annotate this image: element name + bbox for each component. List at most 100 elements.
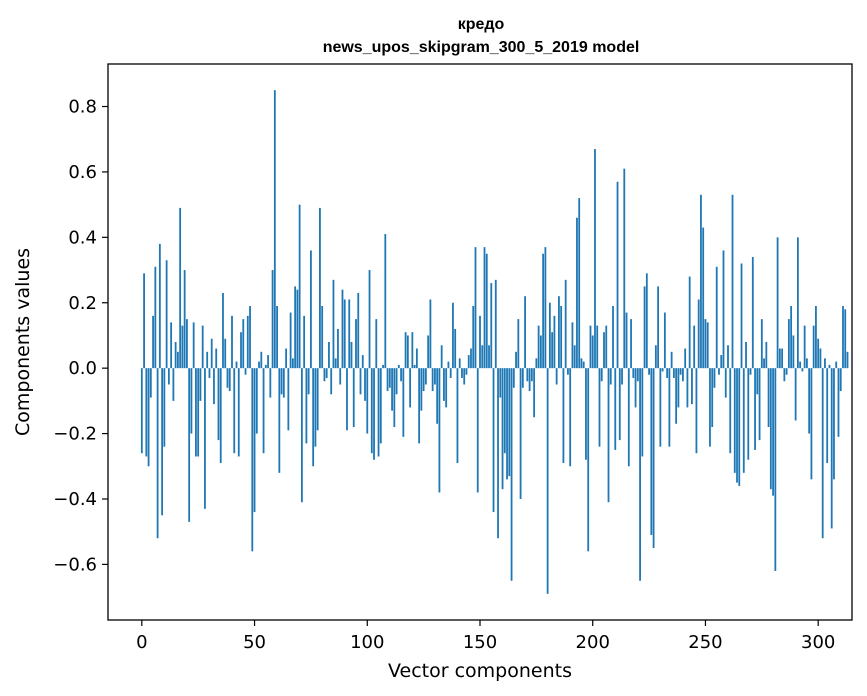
x-tick-label: 300 (801, 632, 835, 653)
x-tick-label: 250 (688, 632, 722, 653)
bar-component-135 (445, 368, 448, 408)
bar-component-106 (379, 368, 382, 444)
bar-component-283 (778, 348, 781, 369)
bar-component-52 (258, 361, 260, 369)
bar-component-129 (431, 368, 434, 392)
bar-component-89 (341, 289, 344, 369)
bar-component-179 (544, 247, 547, 369)
bar-component-313 (846, 351, 849, 369)
bar-component-175 (535, 358, 538, 369)
bar-component-104 (375, 319, 378, 369)
bar-component-15 (174, 342, 177, 369)
bar-component-116 (402, 368, 405, 437)
bar-component-290 (794, 368, 797, 421)
bar-component-39 (228, 368, 231, 392)
bar-component-127 (427, 335, 430, 369)
bar-component-219 (634, 368, 637, 408)
bar-component-247 (697, 299, 700, 369)
bar-component-57 (269, 368, 272, 398)
bar-component-141 (458, 358, 461, 369)
bar-component-76 (312, 368, 315, 467)
y-tick-label: −0.4 (53, 489, 97, 510)
bar-component-31 (210, 338, 213, 369)
bar-component-5 (152, 315, 154, 369)
bar-component-218 (632, 368, 635, 378)
bar-component-18 (181, 325, 184, 369)
bar-component-289 (792, 335, 795, 369)
bar-component-279 (769, 368, 772, 490)
bar-component-126 (424, 368, 427, 385)
bar-component-302 (821, 368, 824, 539)
bar-component-159 (499, 368, 502, 398)
bar-component-187 (562, 368, 565, 464)
bar-component-192 (573, 345, 576, 369)
bar-component-153 (485, 253, 488, 369)
bar-component-121 (413, 364, 416, 369)
bar-component-171 (526, 368, 529, 382)
bar-component-197 (585, 368, 587, 460)
bar-component-6 (154, 266, 157, 369)
bar-component-56 (267, 355, 269, 369)
bar-component-294 (803, 325, 806, 369)
x-axis-ticks: 0 50 100 150 200 250 300 (136, 620, 835, 653)
bar-component-265 (738, 368, 741, 486)
bar-component-123 (418, 368, 421, 444)
bar-component-281 (774, 368, 777, 571)
bar-component-120 (411, 332, 414, 369)
bar-component-50 (253, 368, 256, 513)
bar-component-40 (231, 315, 233, 369)
bar-component-183 (553, 315, 556, 369)
bar-component-284 (781, 348, 784, 369)
bar-component-215 (625, 312, 628, 369)
bar-component-152 (483, 247, 486, 369)
bar-component-270 (749, 368, 752, 375)
bar-component-194 (578, 198, 581, 369)
bar-component-308 (835, 361, 838, 369)
bar-component-118 (406, 335, 409, 369)
bar-component-24 (195, 368, 197, 457)
bar-component-64 (285, 348, 288, 369)
bar-component-74 (307, 368, 310, 395)
bar-component-92 (348, 299, 351, 369)
bar-component-143 (463, 368, 466, 385)
bar-component-200 (591, 335, 594, 369)
bar-component-301 (819, 348, 822, 369)
bar-component-277 (765, 342, 768, 369)
bar-component-220 (636, 368, 639, 382)
bar-component-109 (386, 368, 389, 392)
bar-component-105 (377, 368, 380, 457)
bar-component-114 (397, 364, 400, 369)
bar-component-174 (533, 368, 536, 418)
bar-component-62 (280, 368, 283, 395)
bar-component-14 (172, 368, 175, 401)
bar-component-59 (273, 90, 276, 369)
bar-component-162 (506, 368, 508, 480)
bar-component-258 (722, 250, 725, 369)
bar-component-48 (249, 306, 251, 369)
bar-component-298 (812, 325, 815, 369)
bar-component-244 (691, 368, 693, 405)
bar-component-272 (754, 368, 756, 450)
bar-component-176 (537, 325, 540, 369)
bar-component-262 (731, 194, 734, 369)
bar-component-185 (558, 296, 560, 369)
x-axis-label: Vector components (388, 660, 572, 682)
bar-component-207 (607, 368, 610, 503)
bar-component-229 (657, 286, 660, 369)
bar-component-80 (321, 306, 324, 369)
bar-component-117 (404, 332, 407, 369)
chart-title-line-1: кредо (458, 16, 505, 33)
bar-component-243 (688, 276, 691, 369)
bar-component-271 (751, 256, 754, 369)
bar-component-178 (542, 253, 545, 369)
bar-component-23 (192, 322, 195, 369)
bar-component-173 (530, 368, 533, 382)
bar-component-1 (143, 273, 145, 369)
bar-component-240 (682, 368, 684, 382)
y-tick-label: 0.6 (68, 162, 97, 183)
bar-component-245 (693, 325, 696, 369)
bar-component-164 (510, 368, 513, 581)
bar-component-83 (328, 342, 330, 369)
y-axis-label: Components values (12, 248, 34, 436)
